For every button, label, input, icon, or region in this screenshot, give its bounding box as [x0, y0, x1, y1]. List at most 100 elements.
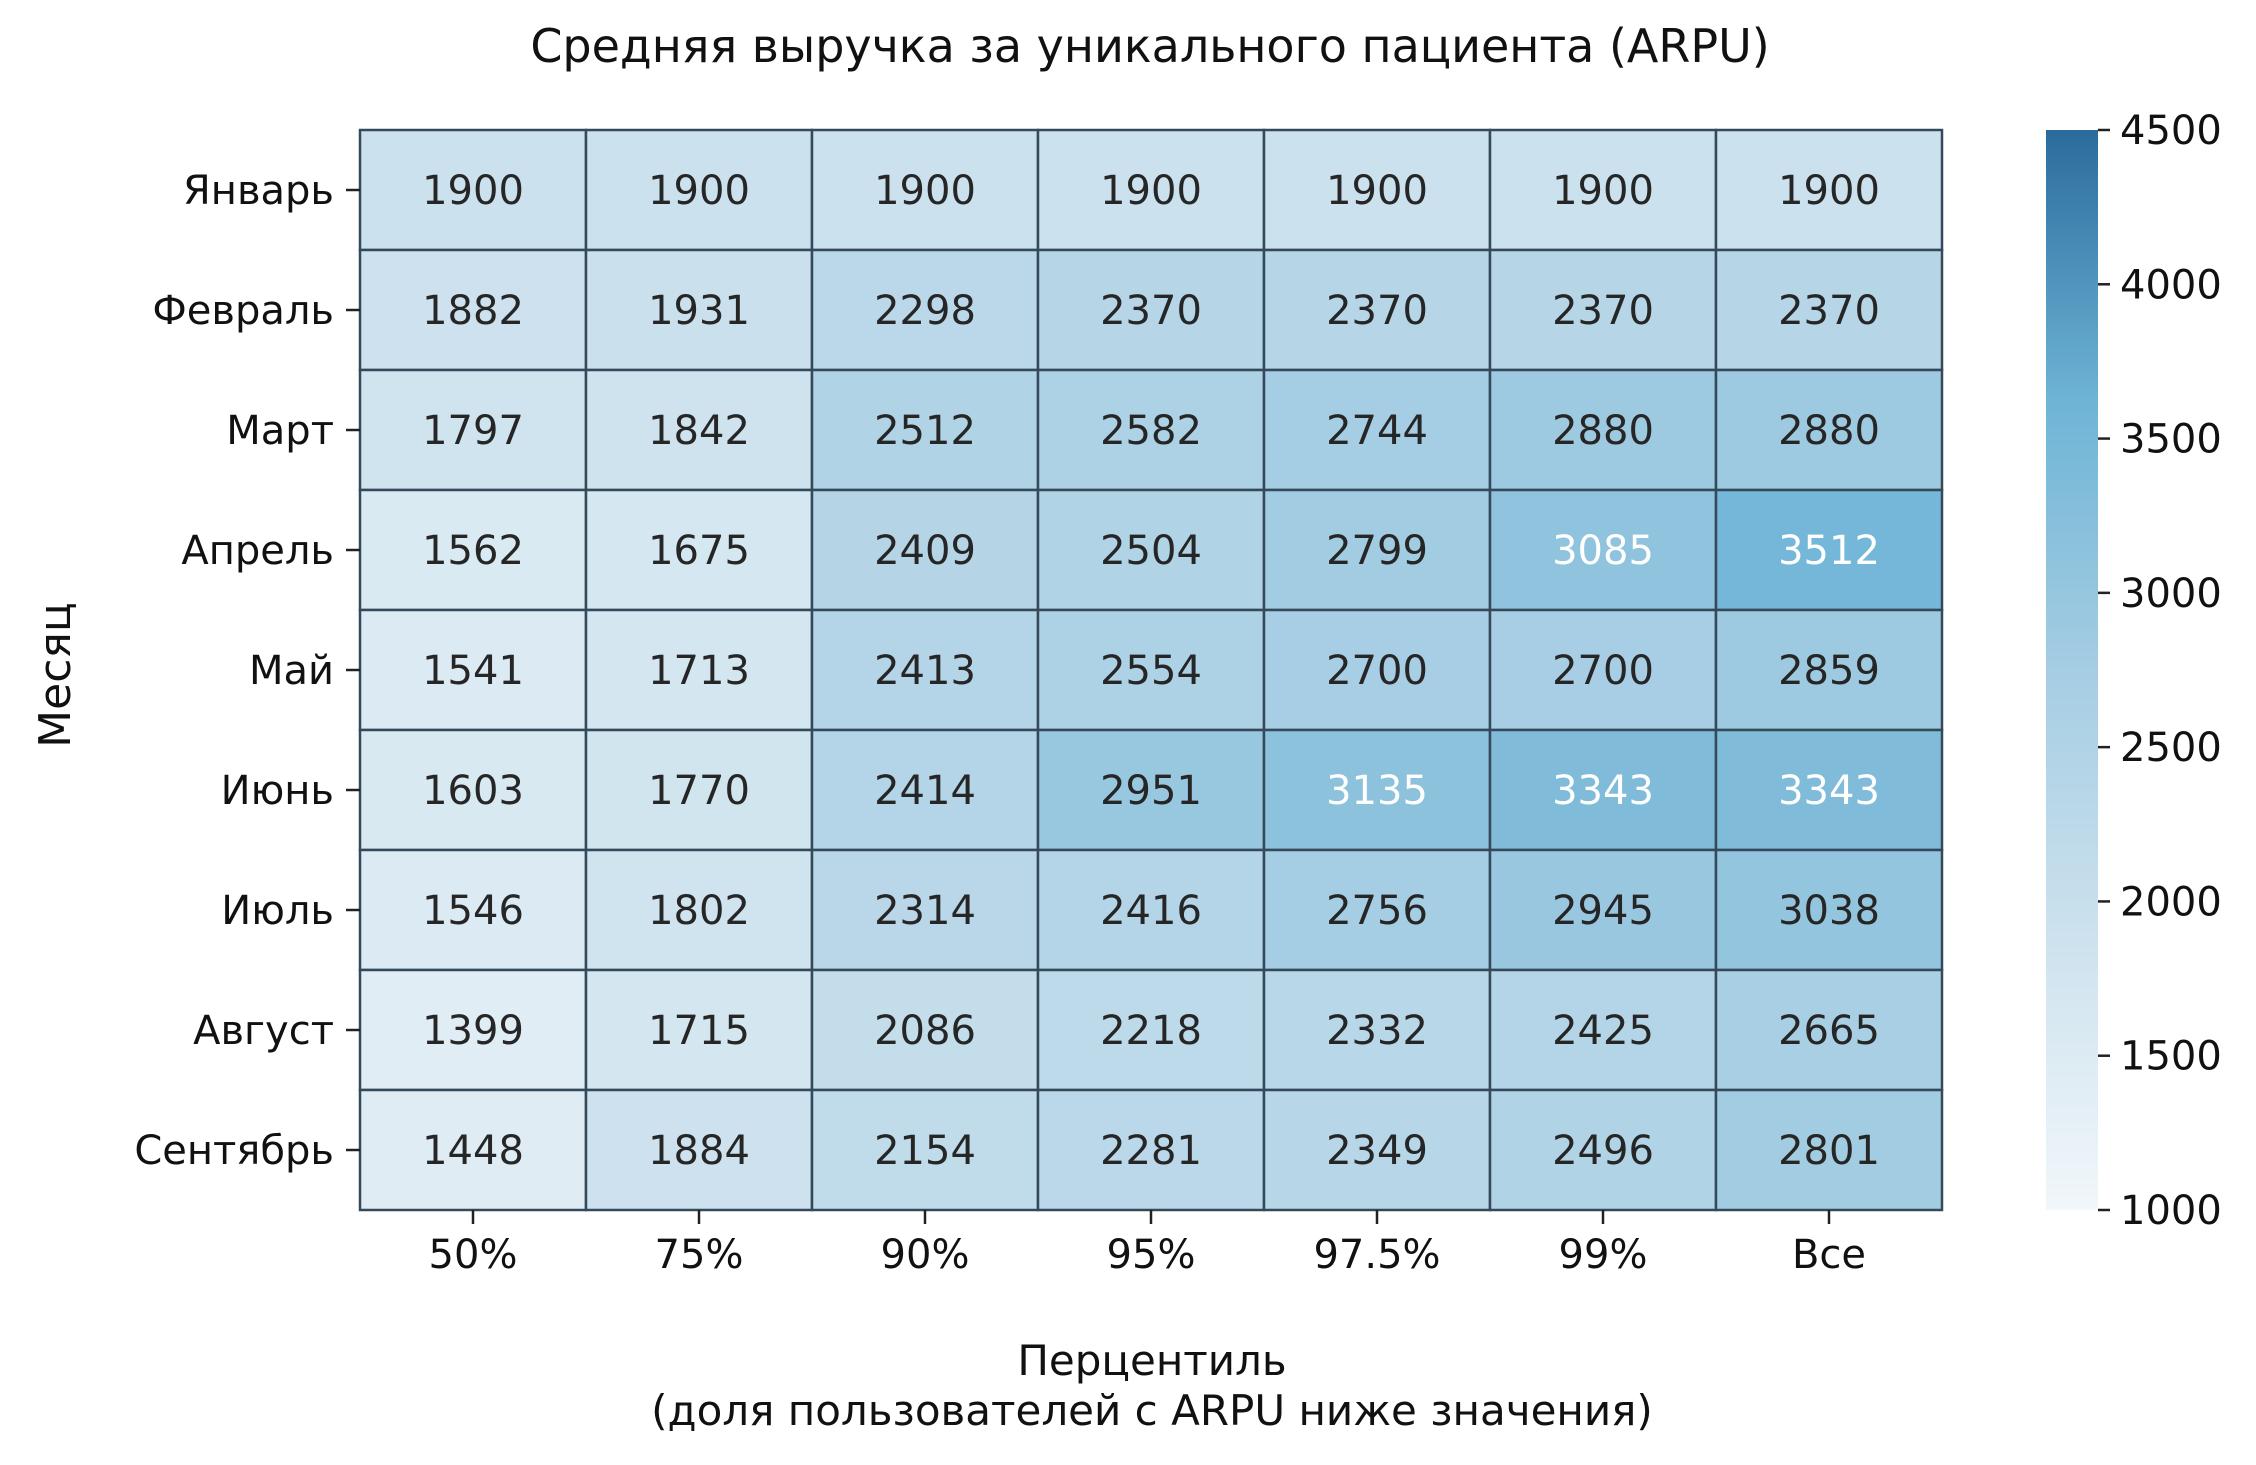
- heatmap-cell: [1036, 728, 1266, 852]
- x-tick-label: 95%: [1107, 1232, 1196, 1278]
- x-axis-label: Перцентиль: [1017, 1336, 1286, 1385]
- x-tick-label: Все: [1792, 1232, 1866, 1278]
- heatmap-cell: [810, 848, 1040, 972]
- cell-value-label: 1562: [422, 528, 524, 574]
- cell-value-label: 1713: [648, 648, 750, 694]
- cell-value-label: 3343: [1778, 768, 1880, 814]
- y-tick-label: Май: [249, 648, 334, 694]
- cell-value-label: 2496: [1552, 1128, 1654, 1174]
- colorbar-gradient: [2046, 130, 2098, 1210]
- cell-value-label: 2951: [1100, 768, 1202, 814]
- cell-value-label: 2700: [1552, 648, 1654, 694]
- heatmap-cell: [1262, 848, 1492, 972]
- y-tick-label: Июнь: [221, 768, 334, 814]
- chart-title: Средняя выручка за уникального пациента …: [530, 19, 1769, 73]
- colorbar-tick-label: 3000: [2120, 571, 2222, 617]
- cell-value-label: 2349: [1326, 1128, 1428, 1174]
- cell-value-label: 3038: [1778, 888, 1880, 934]
- cell-value-label: 2582: [1100, 408, 1202, 454]
- heatmap-cell: [1714, 848, 1944, 972]
- heatmap-cell: [358, 728, 588, 852]
- colorbar: 1000 1500 2000 2500 3000 3500 4000 4500: [2046, 108, 2222, 1234]
- cell-value-label: 1603: [422, 768, 524, 814]
- colorbar-tick-label: 1000: [2120, 1188, 2222, 1234]
- y-tick-label: Сентябрь: [134, 1128, 334, 1174]
- cell-value-label: 2314: [874, 888, 976, 934]
- y-tick-label: Апрель: [181, 528, 334, 574]
- heatmap-cell: [1036, 368, 1266, 492]
- cell-value-label: 1882: [422, 288, 524, 334]
- y-tick-label: Февраль: [152, 288, 334, 334]
- cell-value-label: 2665: [1778, 1008, 1880, 1054]
- cell-value-label: 2370: [1100, 288, 1202, 334]
- cell-value-label: 1931: [648, 288, 750, 334]
- heatmap-cell: [584, 368, 814, 492]
- cell-value-label: 2801: [1778, 1128, 1880, 1174]
- cell-value-label: 2744: [1326, 408, 1428, 454]
- heatmap-cell: [358, 488, 588, 612]
- cell-value-label: 1900: [1100, 168, 1202, 214]
- heatmap-cell: [584, 728, 814, 852]
- x-tick-label: 90%: [881, 1232, 970, 1278]
- cell-value-label: 1900: [1326, 168, 1428, 214]
- cell-value-label: 2218: [1100, 1008, 1202, 1054]
- heatmap-cell: [1488, 848, 1718, 972]
- cell-value-label: 2298: [874, 288, 976, 334]
- heatmap-cell: [1488, 968, 1718, 1092]
- cell-value-label: 1900: [422, 168, 524, 214]
- heatmap-cell: [1262, 368, 1492, 492]
- heatmap-cell: [1488, 128, 1718, 252]
- heatmap-cell: [1488, 488, 1718, 612]
- cell-value-label: 2370: [1552, 288, 1654, 334]
- cell-value-label: 1842: [648, 408, 750, 454]
- heatmap-cell: [1036, 848, 1266, 972]
- cell-value-label: 2425: [1552, 1008, 1654, 1054]
- heatmap-cell: [584, 488, 814, 612]
- cell-value-label: 2416: [1100, 888, 1202, 934]
- cell-value-label: 2086: [874, 1008, 976, 1054]
- heatmap-cell: [358, 848, 588, 972]
- colorbar-tick-label: 2000: [2120, 879, 2222, 925]
- cell-value-label: 1802: [648, 888, 750, 934]
- cell-value-label: 2799: [1326, 528, 1428, 574]
- cell-value-label: 1675: [648, 528, 750, 574]
- y-axis-ticks: Январь Февраль Март Апрель Май Июнь Июль Август…: [134, 168, 360, 1174]
- cell-value-label: 1715: [648, 1008, 750, 1054]
- cell-value-label: 2414: [874, 768, 976, 814]
- colorbar-tick-label: 3500: [2120, 417, 2222, 463]
- cell-value-label: 2880: [1778, 408, 1880, 454]
- x-tick-label: 50%: [429, 1232, 518, 1278]
- cell-value-label: 2154: [874, 1128, 976, 1174]
- cell-value-label: 1900: [648, 168, 750, 214]
- y-tick-label: Март: [226, 408, 334, 454]
- heatmap-cell: [1036, 968, 1266, 1092]
- colorbar-tick-label: 2500: [2120, 725, 2222, 771]
- heatmap-cell: [1714, 248, 1944, 372]
- cell-value-label: 2945: [1552, 888, 1654, 934]
- cell-value-label: 1884: [648, 1128, 750, 1174]
- cell-value-label: 2859: [1778, 648, 1880, 694]
- y-tick-label: Январь: [183, 168, 334, 214]
- cell-value-label: 2880: [1552, 408, 1654, 454]
- cell-value-label: 1900: [1552, 168, 1654, 214]
- x-axis-label-note: (доля пользователей с ARPU ниже значения…: [651, 1386, 1653, 1435]
- cell-value-label: 1541: [422, 648, 524, 694]
- cell-value-label: 2370: [1326, 288, 1428, 334]
- cell-value-label: 2413: [874, 648, 976, 694]
- heatmap-cell: [1262, 248, 1492, 372]
- cell-value-label: 1399: [422, 1008, 524, 1054]
- cell-value-label: 1770: [648, 768, 750, 814]
- heatmap-cell: [810, 608, 1040, 732]
- cell-value-label: 1900: [1778, 168, 1880, 214]
- cell-value-label: 2370: [1778, 288, 1880, 334]
- cell-value-label: 1448: [422, 1128, 524, 1174]
- heatmap-cell: [1714, 488, 1944, 612]
- heatmap-cell: [584, 128, 814, 252]
- x-tick-label: 97.5%: [1313, 1232, 1440, 1278]
- heatmap-cell: [358, 128, 588, 252]
- x-axis-ticks: 50% 75% 90% 95% 97.5% 99% Все: [429, 1210, 1866, 1278]
- cell-value-label: 1546: [422, 888, 524, 934]
- heatmap-cell: [810, 128, 1040, 252]
- x-tick-label: 75%: [655, 1232, 744, 1278]
